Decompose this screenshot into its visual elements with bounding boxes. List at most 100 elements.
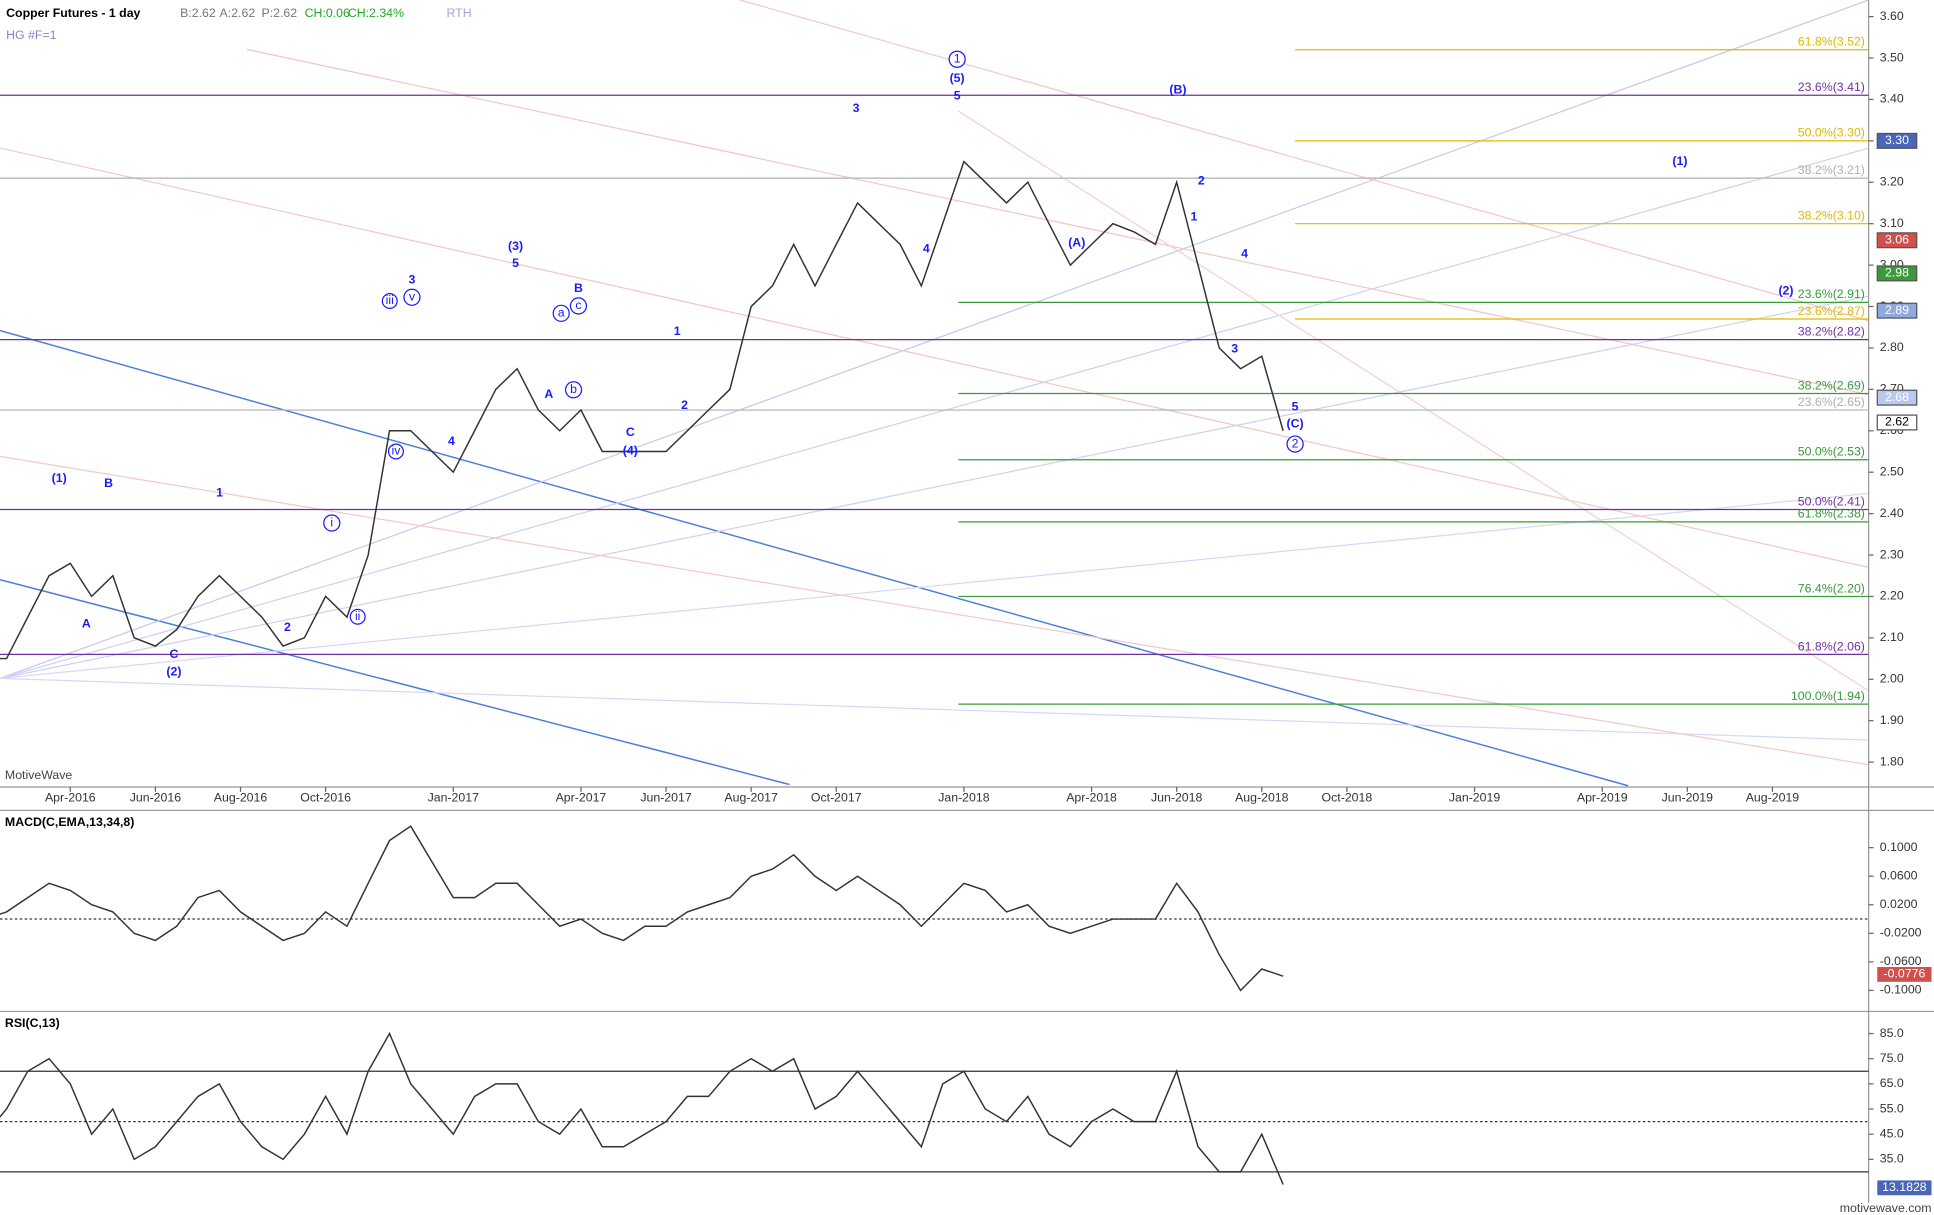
rsi-title: RSI(C,13) [5, 1016, 60, 1030]
fib-label: 38.2%(2.82) [1798, 325, 1865, 339]
quote-item: B:2.62 [180, 6, 216, 20]
y-tick-label: 1.80 [1880, 754, 1904, 768]
wave-label: 5 [512, 256, 519, 270]
wave-label: (C) [1287, 417, 1304, 431]
wave-label: 3 [853, 101, 860, 115]
macd-line [0, 825, 1284, 992]
y-tick-label: 3.60 [1880, 9, 1904, 23]
wave-label: i [330, 515, 333, 529]
y-tick-label: 0.0600 [1880, 868, 1918, 882]
wave-circle [349, 608, 366, 625]
wave-circle [403, 288, 421, 306]
y-tick-label: 0.1000 [1880, 840, 1918, 854]
y-tick-label: 55.0 [1880, 1101, 1904, 1115]
quote-item: RTH [446, 6, 471, 20]
y-tick-label: 3.10 [1880, 216, 1904, 230]
price-badge [1876, 132, 1918, 149]
wave-label: 1 [216, 486, 223, 500]
wave-circle [564, 381, 583, 399]
wave-label: 1 [1191, 209, 1198, 223]
y-tick-label: 0.0200 [1880, 897, 1918, 911]
wave-label: (B) [1169, 82, 1186, 96]
wave-label: (3) [508, 239, 523, 253]
x-tick-label: Apr-2016 [45, 790, 96, 804]
fib-label: 100.0%(1.94) [1791, 689, 1865, 703]
y-tick-label: 2.20 [1880, 589, 1904, 603]
y-tick-label: 3.50 [1880, 50, 1904, 64]
chart-title: Copper Futures - 1 day [6, 6, 140, 20]
wave-label: a [558, 306, 565, 320]
quote-item: P:2.62 [261, 6, 297, 20]
y-tick-label: 1.90 [1880, 713, 1904, 727]
wave-label: v [409, 290, 416, 304]
wave-label: iii [386, 293, 394, 307]
macd-badge-label: -0.0776 [1883, 967, 1925, 981]
wave-label: B [574, 281, 583, 295]
wave-label: 2 [1198, 174, 1205, 188]
x-tick-label: Jun-2018 [1151, 790, 1203, 804]
price-badge-label: 2.89 [1885, 303, 1909, 317]
x-tick-label: Jun-2019 [1662, 790, 1714, 804]
fib-label: 23.6%(2.65) [1798, 395, 1865, 409]
fib-label: 50.0%(3.30) [1798, 126, 1865, 140]
y-tick-label: -0.1000 [1880, 983, 1922, 997]
wave-circle [569, 297, 588, 315]
wave-label: 1 [954, 51, 961, 65]
y-tick-label: 2.30 [1880, 547, 1904, 561]
retracements: 23.6%(3.41)38.2%(2.82)50.0%(2.41)61.8%(2… [0, 35, 1869, 705]
fib-label: 23.6%(2.91) [1798, 287, 1865, 301]
trend-lines [0, 0, 1869, 787]
y-tick-label: -0.0600 [1880, 954, 1922, 968]
wave-label: 2 [1292, 436, 1299, 450]
rsi-badge-label: 13.1828 [1882, 1180, 1927, 1194]
fib-label: 50.0%(2.53) [1798, 445, 1865, 459]
wave-circle [387, 443, 404, 460]
y-tick-label: -0.0200 [1880, 926, 1922, 940]
fib-label: 61.8%(2.38) [1798, 507, 1865, 521]
price-badge-label: 3.30 [1885, 133, 1909, 147]
wave-label: 2 [284, 620, 291, 634]
rsi-line [0, 1031, 1284, 1185]
y-tick-label: 75.0 [1880, 1051, 1904, 1065]
wave-label: iv [391, 444, 401, 458]
wave-circle [323, 514, 341, 532]
symbol: HG #F=1 [6, 28, 57, 42]
y-tick-label: 2.80 [1880, 340, 1904, 354]
price-badge [1876, 302, 1918, 319]
wave-circle [552, 304, 570, 322]
x-tick-label: Oct-2017 [811, 790, 862, 804]
wave-label: 3 [1231, 341, 1238, 355]
rsi-badge [1877, 1180, 1932, 1196]
price-badge [1876, 414, 1918, 431]
x-tick-label: Jan-2019 [1449, 790, 1501, 804]
wave-label: A [544, 387, 553, 401]
y-tick-label: 2.00 [1880, 672, 1904, 686]
wave-label: (5) [950, 71, 965, 85]
fib-label: 50.0%(2.41) [1798, 494, 1865, 508]
price-badge-label: 3.06 [1885, 233, 1909, 247]
wave-label: 1 [674, 324, 681, 338]
wave-label: (4) [623, 444, 638, 458]
fib-label: 38.2%(2.69) [1798, 378, 1865, 392]
x-tick-label: Jan-2017 [428, 790, 480, 804]
y-tick-label: 85.0 [1880, 1026, 1904, 1040]
price-badge-label: 2.68 [1885, 390, 1909, 404]
fib-label: 38.2%(3.21) [1798, 163, 1865, 177]
wave-label: B [104, 476, 113, 490]
x-tick-label: Jun-2017 [640, 790, 692, 804]
price-badge [1876, 232, 1918, 249]
x-tick-label: Aug-2019 [1746, 790, 1800, 804]
price-line [0, 160, 1284, 660]
wave-label: 4 [923, 241, 930, 255]
wave-label: c [575, 298, 581, 312]
quote-item: CH:0.06 [305, 6, 350, 20]
y-tick-label: 3.40 [1880, 92, 1904, 106]
fib-label: 38.2%(3.10) [1798, 209, 1865, 223]
wave-circle [948, 50, 966, 68]
wave-label: ii [355, 609, 360, 623]
wave-label: b [570, 382, 577, 396]
macd-badge [1877, 967, 1932, 982]
x-tick-label: Aug-2017 [724, 790, 778, 804]
wave-label: 5 [954, 88, 961, 102]
